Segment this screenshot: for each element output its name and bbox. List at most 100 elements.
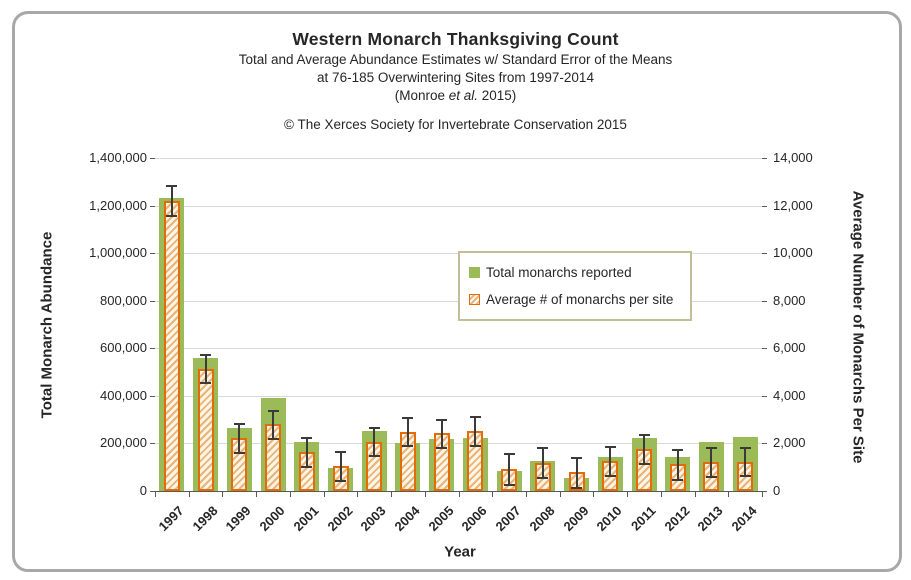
x-axis-tick [627,492,629,497]
error-bar-2010 [609,445,612,477]
error-bar-cap-bottom-1999 [233,451,245,454]
gridline [155,205,762,207]
left-axis-tick [150,395,155,397]
error-bar-2014 [744,447,747,477]
error-bar-cap-bottom-2012 [672,478,684,481]
error-bar-cap-bottom-2005 [436,447,448,450]
left-axis-tick [150,300,155,302]
error-bar-cap-bottom-2008 [537,476,549,479]
error-bar-cap-bottom-1998 [200,381,212,384]
error-bar-cap-top-2002 [335,451,346,453]
x-axis-tick [525,492,527,497]
average-monarchs-swatch-icon [469,294,480,305]
left-axis-tick-label: 200,000 [100,435,147,451]
chart-subtitle-line1: Total and Average Abundance Estimates w/… [238,52,673,68]
right-axis-tick-label: 8,000 [773,292,806,308]
x-axis-tick [188,492,190,497]
chart-attribution: (Monroe et al. 2015) [394,87,517,103]
error-bar-2006 [474,415,477,446]
left-axis-tick-label: 1,400,000 [89,150,147,165]
right-axis-tick-label: 6,000 [773,340,806,356]
x-axis-tick [694,492,696,497]
x-axis-tick [728,492,730,497]
error-bar-cap-bottom-1997 [166,215,178,218]
left-axis-title: Total Monarch Abundance [38,231,56,419]
error-bar-cap-bottom-2007 [503,483,515,486]
x-axis-tick [289,492,291,497]
right-axis-tick [762,158,767,159]
gridline [155,443,762,445]
error-bar-2008 [541,447,544,478]
left-axis-tick [150,253,155,255]
error-bar-2005 [440,418,443,449]
error-bar-cap-bottom-2013 [705,476,717,478]
error-bar-cap-top-2003 [368,426,380,429]
error-bar-cap-top-2012 [672,449,684,451]
x-axis-tick [492,492,494,497]
error-bar-1998 [204,354,207,383]
left-axis-tick-label: 1,000,000 [89,245,147,261]
error-bar-cap-bottom-2009 [571,486,582,489]
error-bar-2011 [643,434,645,465]
error-bar-cap-top-2005 [436,418,448,421]
error-bar-2000 [272,409,274,440]
error-bar-cap-top-2000 [267,409,279,412]
left-axis-tick [150,348,155,350]
x-axis-tick [559,492,561,497]
right-axis-tick [762,205,767,207]
error-bar-2009 [575,456,578,488]
left-axis-tick-label: 400,000 [100,387,147,403]
gridline [155,158,762,159]
error-bar-cap-bottom-2001 [301,465,313,468]
error-bar-2004 [406,416,409,447]
legend-item-average-label: Average # of monarchs per site [486,292,674,307]
left-axis-tick [150,205,155,207]
chart-copyright: © The Xerces Society for Invertebrate Co… [284,116,627,132]
right-axis-tick-label: 14,000 [773,150,813,165]
x-axis-tick [323,492,325,497]
right-axis-tick [762,443,767,445]
legend-item-total-label: Total monarchs reported [486,265,632,280]
total-monarchs-swatch-icon [469,267,480,278]
x-axis-tick [762,492,763,497]
right-axis-tick [762,253,767,255]
error-bar-cap-bottom-2004 [402,445,414,448]
chart-subtitle-line2: at 76-185 Overwintering Sites from 1997-… [317,69,594,85]
error-bar-cap-top-1997 [166,185,178,188]
left-axis-tick-label: 800,000 [100,292,147,308]
x-axis-title: Year [444,543,476,561]
error-bar-2001 [305,436,308,467]
left-axis-tick [150,158,155,159]
bar-average-1998 [197,368,214,491]
gridline [155,348,762,350]
x-axis-tick [357,492,359,497]
right-axis-title: Average Number of Monarchs Per Site [849,190,867,464]
x-axis-tick [391,492,393,497]
error-bar-cap-top-1998 [200,354,212,357]
error-bar-cap-bottom-2000 [267,438,279,441]
error-bar-cap-top-2014 [739,447,751,450]
error-bar-cap-bottom-2011 [638,463,650,466]
right-axis-tick [762,395,767,397]
error-bar-cap-top-1999 [233,422,245,425]
right-axis-tick-label: 4,000 [773,387,806,403]
left-axis-tick-label: 1,200,000 [89,197,147,213]
error-bar-1999 [238,422,241,453]
error-bar-2003 [373,426,376,457]
bar-average-1997 [163,200,180,491]
error-bar-cap-top-2007 [503,453,515,456]
x-axis-tick [222,492,224,497]
error-bar-cap-bottom-2002 [335,480,346,482]
error-bar-cap-top-2010 [604,445,616,448]
error-bar-1997 [170,185,173,217]
x-axis-tick [593,492,595,497]
error-bar-2013 [710,446,713,477]
error-bar-cap-top-2006 [469,415,481,418]
error-bar-2002 [339,451,342,481]
legend-item-total: Total monarchs reported [469,265,690,280]
x-axis-tick [256,492,258,497]
right-axis-tick-label: 0 [773,483,781,498]
error-bar-cap-top-2004 [402,416,414,419]
